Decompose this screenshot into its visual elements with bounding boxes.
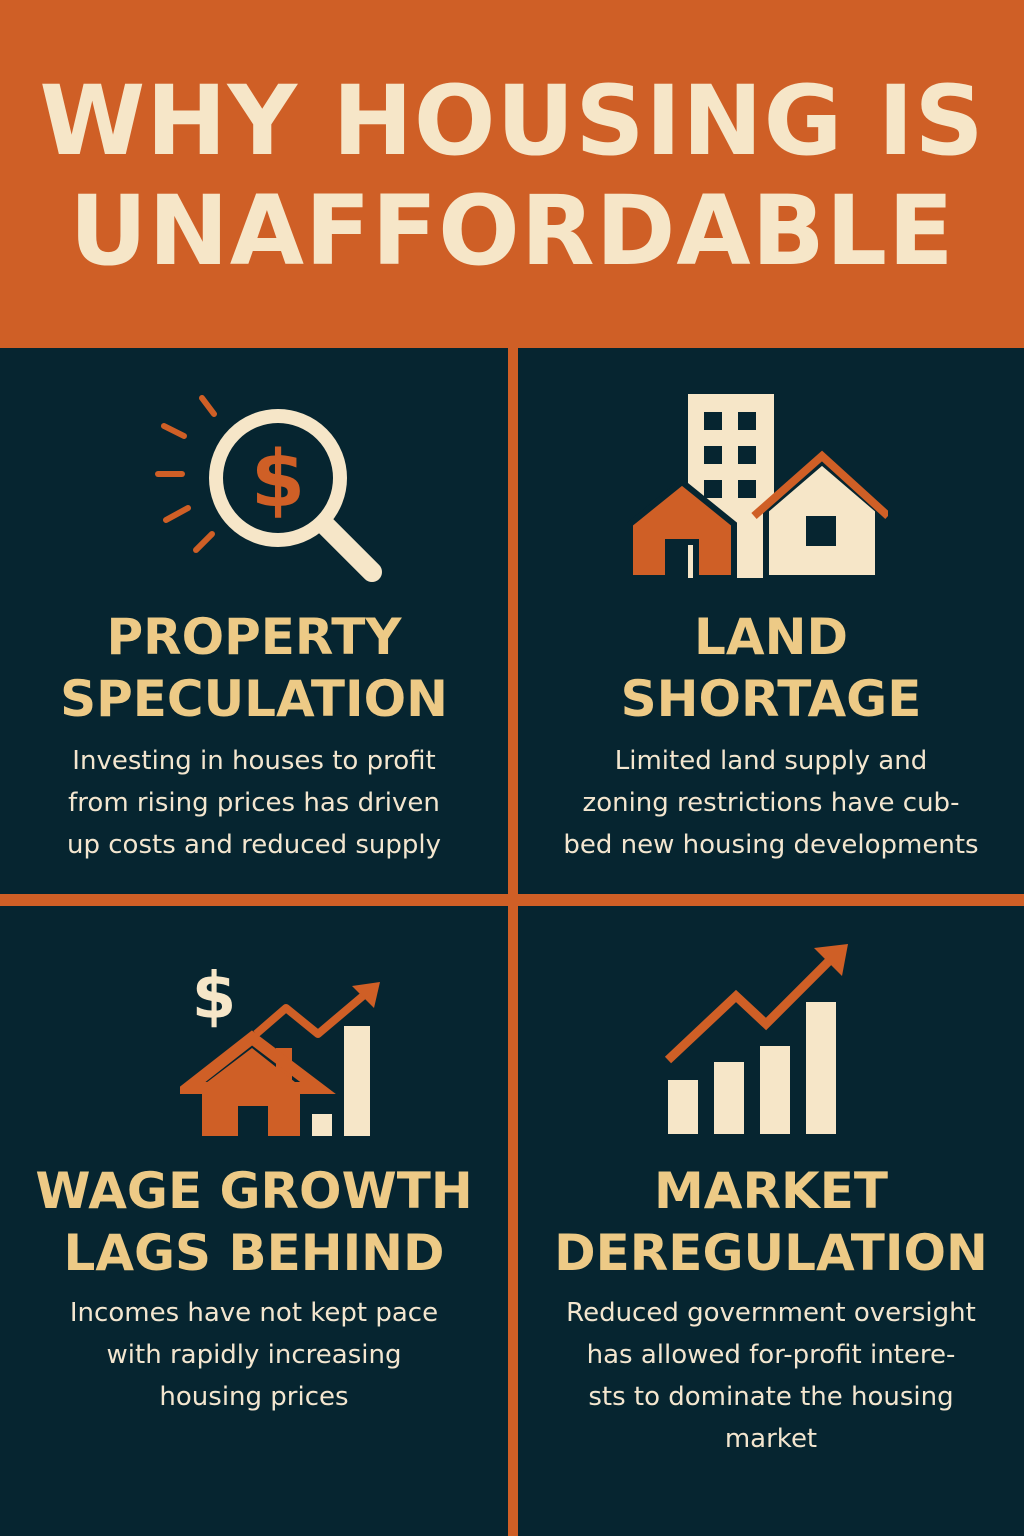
panel-heading: WAGE GROWTH LAGS BEHIND	[0, 1160, 508, 1284]
heading-line: LAND	[694, 608, 848, 666]
buildings-houses-icon	[627, 394, 888, 581]
svg-text:$: $	[251, 435, 305, 525]
heading-line: SPECULATION	[60, 670, 448, 728]
panel-heading: LAND SHORTAGE	[518, 606, 1024, 730]
panel-heading: MARKET DEREGULATION	[518, 1160, 1024, 1284]
description-line: with rapidly increasing	[106, 1340, 402, 1370]
svg-text:$: $	[192, 960, 237, 1034]
panel-description: Limited land supply and zoning restricti…	[518, 740, 1024, 866]
description-line: bed new housing developments	[563, 830, 979, 860]
heading-line: DEREGULATION	[554, 1224, 988, 1282]
panel-property-speculation: $ PROPERTY SPECULATION Investing in hous…	[0, 348, 508, 894]
description-line: from rising prices has driven	[68, 788, 440, 818]
panel-heading: PROPERTY SPECULATION	[0, 606, 508, 730]
description-line: market	[724, 1424, 818, 1454]
magnifier-dollar-icon: $	[155, 395, 382, 582]
description-line: zoning restrictions have cub-	[582, 788, 960, 818]
panel-wage-growth: $ WAGE GROWTH LAGS BEHIND Incomes have n…	[0, 906, 508, 1536]
description-line: sts to dominate the housing	[588, 1382, 954, 1412]
description-line: Investing in houses to profit	[72, 746, 436, 776]
description-line: Incomes have not kept pace	[69, 1298, 439, 1328]
heading-line: MARKET	[654, 1162, 888, 1220]
heading-line: PROPERTY	[106, 608, 402, 666]
description-line: Reduced government oversight	[566, 1298, 976, 1328]
page-title: WHY HOUSING IS UNAFFORDABLE	[0, 66, 1024, 286]
panel-description: Incomes have not kept pace with rapidly …	[0, 1292, 508, 1418]
house-dollar-growth-icon: $	[180, 960, 380, 1136]
heading-line: WAGE GROWTH	[35, 1162, 473, 1220]
panel-description: Investing in houses to profit from risin…	[0, 740, 508, 866]
panel-market-deregulation: MARKET DEREGULATION Reduced government o…	[518, 906, 1024, 1536]
description-line: housing prices	[159, 1382, 349, 1412]
title-line-1: WHY HOUSING IS	[39, 65, 985, 177]
header-banner: WHY HOUSING IS UNAFFORDABLE	[0, 0, 1024, 348]
heading-line: LAGS BEHIND	[63, 1224, 445, 1282]
bar-chart-trend-icon	[664, 944, 848, 1134]
description-line: Limited land supply and	[614, 746, 928, 776]
heading-line: SHORTAGE	[620, 670, 922, 728]
description-line: up costs and reduced supply	[67, 830, 441, 860]
panel-description: Reduced government oversight has allowed…	[518, 1292, 1024, 1460]
description-line: has allowed for-profit intere-	[586, 1340, 956, 1370]
title-line-2: UNAFFORDABLE	[69, 175, 955, 287]
panel-land-shortage: LAND SHORTAGE Limited land supply and zo…	[518, 348, 1024, 894]
